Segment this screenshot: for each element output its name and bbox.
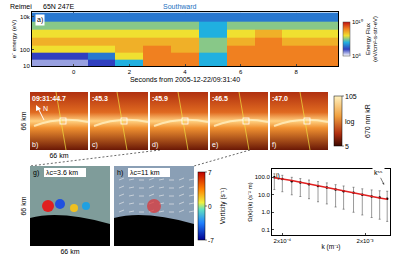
svg-text:7: 7 — [208, 169, 212, 176]
svg-text:66 km: 66 km — [49, 152, 68, 159]
svg-text:1.0: 1.0 — [261, 209, 270, 215]
svg-text:5: 5 — [345, 143, 349, 150]
svg-text::45.9: :45.9 — [152, 95, 168, 102]
svg-text:a): a) — [37, 16, 43, 24]
svg-text:8: 8 — [295, 69, 299, 75]
svg-text:b): b) — [32, 141, 38, 149]
svg-text:105: 105 — [345, 93, 357, 100]
svg-text:10: 10 — [23, 63, 30, 69]
svg-text:-7: -7 — [208, 237, 214, 244]
svg-text:10.0: 10.0 — [258, 192, 270, 198]
svg-text:10⁵: 10⁵ — [352, 53, 362, 59]
svg-text:6: 6 — [239, 69, 243, 75]
svg-text:g): g) — [33, 169, 39, 177]
svg-text:100.0: 100.0 — [255, 174, 271, 180]
svg-text:66 km: 66 km — [60, 248, 79, 255]
svg-text:Southward: Southward — [163, 3, 197, 10]
svg-text:e): e) — [212, 141, 218, 149]
svg-text:kˢˢ: kˢˢ — [374, 169, 383, 176]
svg-text:Ω(k)/(k) (s⁻² m): Ω(k)/(k) (s⁻² m) — [247, 182, 253, 221]
svg-text:4: 4 — [183, 69, 187, 75]
svg-text:Seconds from 2005-12-22/09:31:: Seconds from 2005-12-22/09:31:40 — [130, 76, 240, 83]
svg-text:λc=3.6 km: λc=3.6 km — [46, 169, 78, 176]
svg-text:10¹⁰: 10¹⁰ — [352, 18, 363, 25]
svg-text:65N 247E: 65N 247E — [43, 3, 74, 10]
svg-text:h): h) — [117, 169, 123, 177]
svg-text:Energy Flux(eV/cm²-s-str-eV): Energy Flux(eV/cm²-s-str-eV) — [365, 16, 379, 62]
svg-text:i): i) — [276, 172, 280, 180]
svg-text:2: 2 — [128, 69, 132, 75]
svg-text:0.1: 0.1 — [261, 227, 270, 233]
svg-text:e⁻ energy (eV): e⁻ energy (eV) — [11, 20, 17, 58]
svg-text:log: log — [345, 118, 354, 126]
svg-text:66 km: 66 km — [20, 111, 27, 130]
svg-text:670 nm kR: 670 nm kR — [364, 104, 371, 138]
svg-text::46.5: :46.5 — [212, 95, 228, 102]
svg-text:10k: 10k — [20, 14, 31, 20]
svg-text:k (m⁻¹): k (m⁻¹) — [322, 243, 341, 251]
svg-text::45.3: :45.3 — [92, 95, 108, 102]
svg-text:2x10⁻⁴: 2x10⁻⁴ — [274, 238, 292, 244]
svg-text:0: 0 — [72, 69, 76, 75]
svg-text:λc=11 km: λc=11 km — [130, 169, 160, 176]
svg-text:66 km: 66 km — [20, 196, 27, 215]
svg-text:N: N — [43, 105, 48, 112]
svg-text::47.0: :47.0 — [272, 95, 288, 102]
svg-text:09:31:44.7: 09:31:44.7 — [32, 95, 66, 102]
svg-text:f): f) — [272, 141, 276, 149]
svg-text:2x10⁻³: 2x10⁻³ — [357, 238, 374, 244]
svg-text:d): d) — [152, 141, 158, 149]
svg-text:c): c) — [92, 141, 98, 149]
svg-text:Reimei: Reimei — [10, 3, 32, 10]
svg-text:Vorticity (s⁻¹): Vorticity (s⁻¹) — [219, 188, 227, 224]
svg-text:100: 100 — [20, 47, 31, 53]
svg-text:0: 0 — [208, 203, 212, 210]
